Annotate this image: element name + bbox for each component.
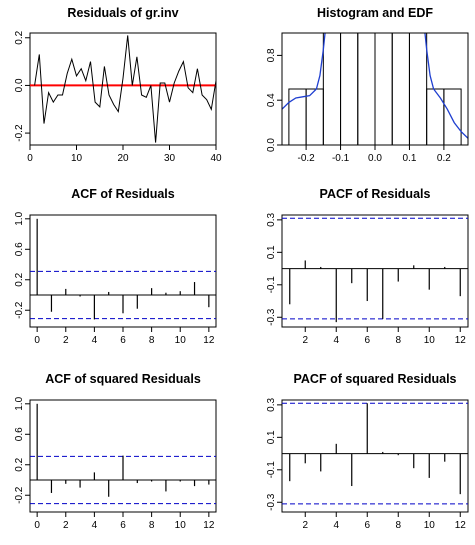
x-tick-label: 6 [364,335,370,346]
x-tick-label: 6 [120,520,126,531]
x-tick-label: -0.2 [297,153,315,164]
y-tick-label: -0.3 [266,493,277,511]
x-tick-label: 10 [175,520,187,531]
y-tick-label: 0.2 [14,30,25,44]
x-tick-label: 0.2 [437,153,451,164]
x-tick-label: 12 [455,520,467,531]
histogram-plot-area [282,33,468,145]
y-tick-label: 0.6 [14,242,25,256]
y-tick-label: 0.1 [266,245,277,259]
x-tick-label: 0 [34,520,40,531]
y-tick-label: -0.2 [14,124,25,142]
x-tick-label: 10 [424,520,436,531]
histogram-bar [408,33,428,145]
x-tick-label: 0.1 [402,153,416,164]
x-tick-label: 2 [63,520,69,531]
x-tick-label: 2 [302,520,308,531]
y-tick-label: 1.0 [14,396,25,410]
histogram-bar [426,88,445,145]
y-tick-label: 0.6 [14,427,25,441]
x-tick-label: 6 [364,520,370,531]
y-tick-label: -0.1 [266,276,277,294]
chart-title: Histogram and EDF [317,6,433,20]
x-tick-label: 2 [63,335,69,346]
panel-histogram: Histogram and EDF -0.2 -0.1 0.0 0.1 0.2 0.0 0.… [266,6,469,164]
x-tick-label: 8 [395,335,401,346]
y-tick-label: -0.2 [14,486,25,504]
x-tick-label: 4 [333,335,339,346]
plot-frame [281,399,469,513]
x-tick-label: 12 [203,520,215,531]
y-tick-label: 0.3 [266,397,277,411]
panel-acf-residuals: ACF of Residuals 0 2 4 6 8 10 12 -0.2 0.2 0.6 1.0 [14,187,217,346]
chart-title: PACF of Residuals [320,187,431,201]
histogram-bar [443,88,462,145]
x-tick-label: 8 [149,520,155,531]
y-tick-label: 0.0 [14,78,25,92]
plot-frame [281,214,469,328]
panel-residuals: Residuals of gr.inv 0 10 20 30 40 -0.2 0.0 0.2 [14,6,222,164]
chart-title: Residuals of gr.inv [67,6,178,20]
plot-frame [29,32,217,146]
x-tick-label: 0 [34,335,40,346]
histogram-bar [340,33,359,145]
y-tick-label: 1.0 [14,211,25,225]
y-tick-label: 0.4 [266,93,277,107]
y-tick-label: 0.3 [266,212,277,226]
histogram-bar [374,33,393,145]
x-tick-label: 30 [164,153,176,164]
x-tick-label: 20 [117,153,129,164]
x-tick-label: 6 [120,335,126,346]
histogram-bar [391,33,410,145]
x-tick-label: 4 [333,520,339,531]
y-tick-label: 0.8 [266,48,277,62]
chart-title: ACF of Residuals [71,187,175,201]
histogram-bar [357,33,376,145]
x-tick-label: 10 [424,335,436,346]
y-tick-label: -0.3 [266,308,277,326]
density-curve [282,33,468,139]
x-tick-label: 10 [71,153,83,164]
histogram-bar [305,88,324,145]
residual-series-line [34,35,217,143]
x-tick-label: 0.0 [368,153,382,164]
y-tick-label: 0.2 [14,457,25,471]
y-tick-label: 0.2 [14,272,25,286]
x-tick-label: 8 [395,520,401,531]
x-tick-label: 4 [92,520,98,531]
x-tick-label: -0.1 [332,153,350,164]
x-tick-label: 12 [455,335,467,346]
panel-pacf-residuals: PACF of Residuals 2 4 6 8 10 12 -0.3 -0.1 0.1 0.3 [266,187,469,346]
y-tick-label: 0.0 [266,138,277,152]
x-tick-label: 12 [203,335,215,346]
x-tick-label: 0 [27,153,33,164]
y-tick-label: -0.2 [14,301,25,319]
x-tick-label: 2 [302,335,308,346]
y-tick-label: -0.1 [266,461,277,479]
chart-title: PACF of squared Residuals [294,372,457,386]
x-tick-label: 4 [92,335,98,346]
panel-acf-squared: ACF of squared Residuals 0 2 4 6 8 10 12 -0.2 0.… [14,372,217,531]
y-tick-label: 0.1 [266,430,277,444]
chart-title: ACF of squared Residuals [45,372,201,386]
histogram-bar [322,33,342,145]
x-tick-label: 10 [175,335,187,346]
panel-pacf-squared: PACF of squared Residuals 2 4 6 8 10 12 -0.3 -0… [266,372,469,531]
x-tick-label: 8 [149,335,155,346]
x-tick-label: 40 [210,153,222,164]
